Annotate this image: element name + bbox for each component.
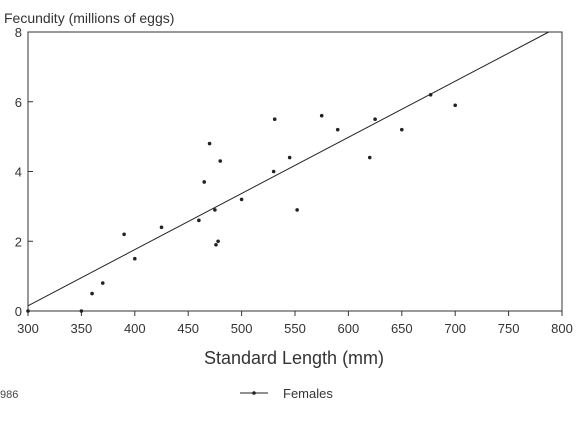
data-point-0-2: [90, 291, 94, 296]
data-point-0-3: [100, 281, 105, 285]
data-point-0-15: [271, 169, 276, 174]
data-point-0-19: [319, 113, 324, 118]
y-tick-label-2: 2: [15, 234, 22, 249]
data-point-0-11: [214, 242, 218, 247]
y-tick-label-0: 0: [15, 304, 22, 319]
data-point-0-23: [400, 127, 404, 132]
data-point-0-8: [202, 180, 207, 184]
x-tick-label-500: 500: [231, 321, 253, 336]
data-point-0-20: [335, 127, 340, 132]
x-tick-label-750: 750: [498, 321, 520, 336]
data-point-0-24: [428, 92, 433, 97]
data-point-0-14: [239, 197, 244, 202]
footnote: 986: [0, 389, 19, 401]
x-tick-label-650: 650: [391, 321, 413, 336]
x-tick-label-450: 450: [177, 321, 199, 336]
legend-label: Females: [283, 386, 333, 401]
x-axis-title: Standard Length (mm): [204, 348, 384, 368]
plot-area: 300 350 400 450 500 550 600 650 700 750 800 0 2 4 6 8: [15, 25, 573, 336]
x-tick-label-600: 600: [338, 321, 360, 336]
x-tick-label-700: 700: [444, 321, 466, 336]
y-tick-label-4: 4: [15, 165, 22, 180]
data-point-0-22: [373, 117, 377, 121]
legend: Females: [240, 386, 333, 401]
x-tick-label-300: 300: [17, 321, 39, 336]
legend-marker: [252, 391, 256, 395]
x-tick-label-400: 400: [124, 321, 146, 336]
data-point-0-0: [26, 309, 30, 313]
data-point-0-4: [122, 232, 126, 237]
data-point-0-10: [213, 208, 217, 212]
data-point-0-6: [159, 225, 164, 230]
data-point-0-17: [287, 155, 292, 160]
data-point-0-7: [197, 218, 201, 223]
data-point-0-16: [272, 117, 277, 121]
data-point-0-5: [133, 256, 137, 261]
y-tick-label-8: 8: [15, 25, 22, 40]
x-tick-label-350: 350: [71, 321, 93, 336]
data-point-0-13: [218, 159, 223, 163]
data-point-0-25: [453, 103, 458, 108]
data-point-0-12: [216, 239, 220, 244]
plot-frame: [27, 31, 563, 312]
x-tick-label-550: 550: [284, 321, 306, 336]
data-point-0-21: [367, 155, 372, 160]
x-tick-label-800: 800: [551, 321, 573, 336]
data-point-0-18: [295, 208, 299, 212]
data-point-0-1: [79, 309, 84, 313]
y-axis-title: Fecundity (millions of eggs): [4, 10, 174, 26]
data-point-0-9: [207, 141, 212, 146]
fit-line: [27, 31, 549, 307]
y-tick-label-6: 6: [15, 95, 22, 110]
